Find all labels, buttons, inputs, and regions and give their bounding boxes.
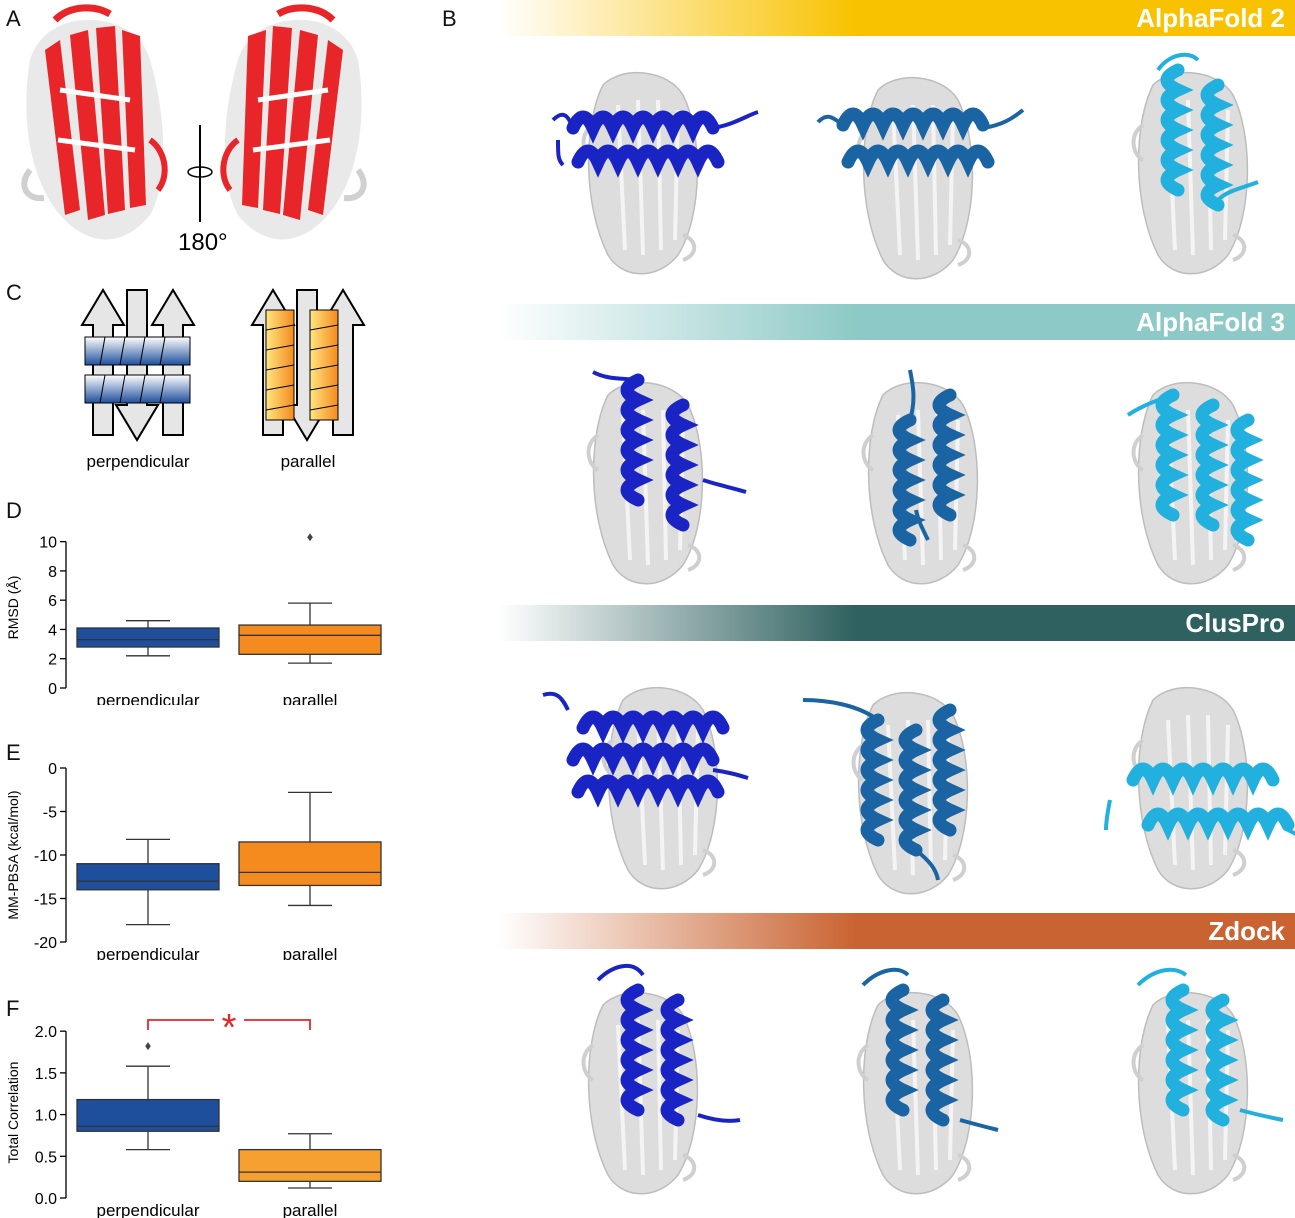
box-perpendicular (76, 627, 220, 648)
significance-marker: * (222, 1007, 237, 1049)
chart-f-total-correlation: 0.0 0.5 1.0 1.5 2.0 Total Correlation perpendi… (5, 1007, 382, 1218)
parallel-schematic (250, 288, 366, 442)
parallel-label: parallel (281, 452, 336, 471)
panel-a-structures: 180° (0, 0, 440, 256)
rotation-arrow-icon (187, 166, 213, 178)
af3-model-1 (586, 370, 747, 586)
box-parallel (238, 624, 382, 655)
y-axis-label-d: RMSD (Å) (5, 576, 21, 640)
outlier-point (307, 533, 313, 542)
cluspro-model-3 (1104, 685, 1295, 891)
box-parallel (238, 841, 382, 887)
y-tick-label-e: -10 (34, 848, 57, 865)
panel-c-schematic: perpendicular parallel (80, 288, 366, 471)
y-tick-label-f: 0.0 (35, 1191, 57, 1208)
outlier-point (145, 1042, 151, 1051)
category-label: parallel (283, 691, 338, 705)
perpendicular-label: perpendicular (86, 452, 189, 471)
rotation-label: 180° (178, 229, 228, 256)
af3-model-2 (861, 369, 980, 586)
category-label: perpendicular (96, 945, 199, 960)
category-label: perpendicular (96, 1201, 199, 1218)
af3-model-3 (1126, 380, 1248, 586)
significance-bracket (147, 1019, 311, 1030)
af2-model-2 (816, 75, 1025, 281)
y-tick-label-d: 2 (48, 652, 57, 669)
panel-label-a: A (6, 6, 21, 31)
y-tick-label-d: 8 (48, 564, 57, 581)
y-tick-label-f: 0.5 (35, 1149, 57, 1166)
category-label: perpendicular (96, 691, 199, 705)
cluspro-model-2 (802, 690, 970, 896)
method-name-zdock: Zdock (1208, 915, 1285, 946)
perpendicular-schematic (80, 288, 196, 442)
method-banner-alphafold3: AlphaFold 3 (498, 304, 1295, 340)
y-axis-label-f: Total Correlation (5, 1062, 21, 1164)
method-name-alphafold3: AlphaFold 3 (1136, 306, 1285, 337)
y-tick-label-f: 1.0 (35, 1108, 57, 1125)
y-tick-label-d: 6 (48, 593, 57, 610)
panel-b-structures (542, 52, 1295, 1196)
y-tick-label-e: -20 (34, 935, 57, 952)
cluspro-model-1 (542, 685, 749, 891)
method-banner-zdock: Zdock (498, 913, 1295, 949)
panel-label-d: D (6, 498, 22, 523)
af2-model-1 (551, 70, 759, 276)
zdock-model-3 (1131, 967, 1284, 1196)
protein-view-left (24, 8, 164, 240)
y-tick-label-e: -15 (34, 892, 57, 909)
protein-view-right (223, 8, 363, 240)
category-label: parallel (283, 1201, 338, 1218)
y-axis-label-e: MM-PBSA (kcal/mol) (5, 790, 21, 919)
chart-d-rmsd: 0 2 4 6 8 10 RMSD (Å) perpendicular parallel (5, 533, 382, 705)
y-tick-label-d: 0 (48, 681, 57, 698)
panel-label-f: F (6, 996, 20, 1021)
panel-label-c: C (6, 280, 22, 305)
method-banner-alphafold2: AlphaFold 2 (498, 0, 1295, 36)
method-name-cluspro: ClusPro (1185, 607, 1285, 638)
chart-e-mmpbsa: -20 -15 -10 -5 0 MM-PBSA (kcal/mol) perpendicu… (5, 761, 382, 960)
zdock-model-2 (856, 967, 999, 1196)
y-tick-label-f: 2.0 (35, 1024, 57, 1041)
y-tick-label-e: 0 (48, 761, 57, 778)
y-tick-label-d: 4 (48, 622, 57, 639)
panel-label-b: B (442, 6, 457, 31)
zdock-model-1 (581, 964, 741, 1196)
y-tick-label-e: -5 (43, 805, 57, 822)
y-tick-label-d: 10 (39, 535, 57, 552)
category-label: parallel (283, 945, 338, 960)
method-name-alphafold2: AlphaFold 2 (1136, 2, 1285, 33)
af2-model-3 (1131, 52, 1259, 276)
box-parallel (238, 1148, 382, 1182)
method-banner-cluspro: ClusPro (498, 605, 1295, 641)
panel-label-e: E (6, 740, 21, 765)
y-tick-label-f: 1.5 (35, 1066, 57, 1083)
box-perpendicular (76, 863, 220, 891)
